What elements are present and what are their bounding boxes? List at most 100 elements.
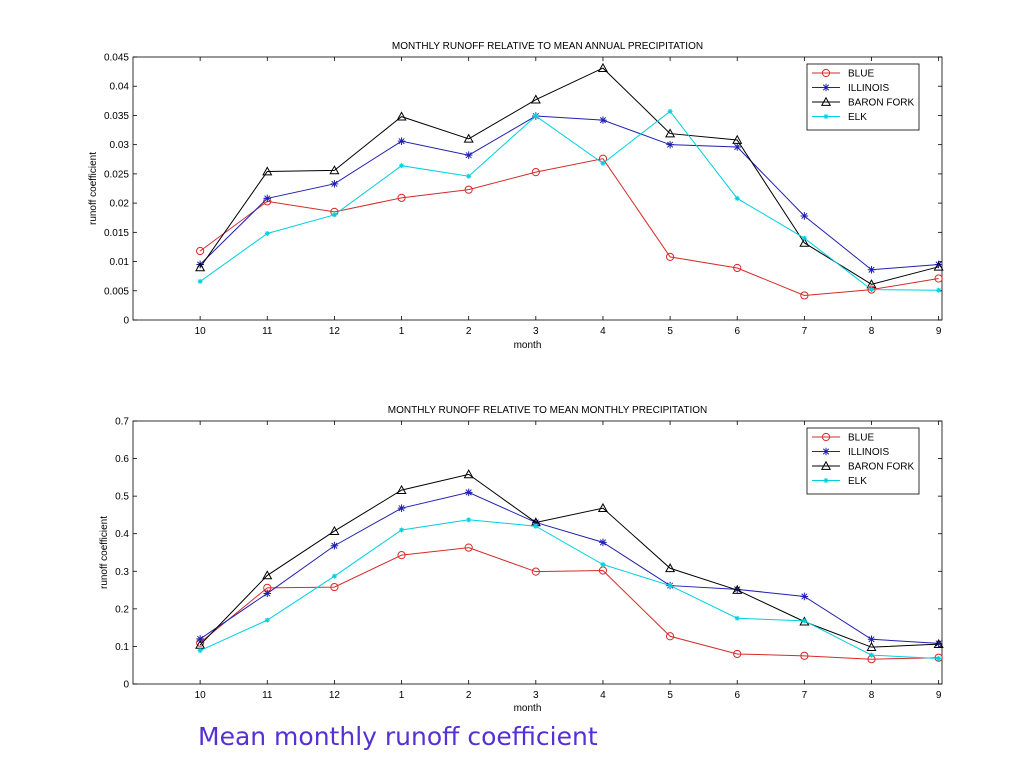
data-point — [397, 504, 406, 512]
data-point — [597, 62, 609, 72]
series-line — [199, 519, 939, 659]
y-tick-label: 0.5 — [115, 492, 129, 503]
legend-label: ELK — [848, 476, 867, 487]
data-point — [599, 116, 607, 124]
series-baron-fork — [195, 469, 944, 652]
legend-label: ILLINOIS — [848, 83, 889, 94]
y-tick-label: 0.015 — [104, 228, 129, 239]
series-line — [199, 110, 939, 291]
data-point — [869, 287, 875, 293]
y-tick-label: 0.1 — [115, 642, 129, 653]
y-tick-label: 0.025 — [104, 169, 129, 180]
data-point — [197, 278, 203, 284]
data-point — [734, 615, 740, 621]
x-tick-label: 6 — [734, 326, 740, 337]
data-point — [263, 194, 272, 203]
x-tick-label: 3 — [533, 690, 539, 701]
data-point — [264, 617, 270, 623]
y-axis-label: runoff coefficient — [88, 152, 99, 225]
x-tick-label: 9 — [936, 326, 942, 337]
data-point — [934, 653, 943, 662]
x-tick-label: 11 — [262, 326, 273, 337]
data-point — [799, 237, 810, 247]
data-point — [933, 638, 944, 649]
y-tick-label: 0.02 — [110, 199, 130, 210]
data-point — [533, 113, 539, 119]
data-point — [733, 649, 742, 659]
data-point — [733, 263, 742, 273]
data-point — [329, 165, 340, 175]
y-tick-label: 0.3 — [115, 567, 129, 578]
legend-marker — [822, 447, 830, 456]
x-tick-label: 1 — [399, 690, 405, 701]
chart-title: MONTHLY RUNOFF RELATIVE TO MEAN ANNUAL P… — [392, 41, 703, 52]
y-tick-label: 0 — [123, 680, 129, 691]
x-tick-label: 7 — [802, 326, 808, 337]
data-point — [397, 193, 406, 202]
y-tick-label: 0.03 — [110, 140, 130, 151]
data-point — [262, 166, 273, 176]
data-point — [530, 94, 541, 104]
legend-label: BLUE — [848, 433, 874, 444]
series-line — [199, 158, 939, 296]
y-tick-label: 0.005 — [104, 286, 129, 297]
data-point — [463, 469, 474, 479]
x-tick-label: 1 — [399, 326, 405, 337]
y-tick-label: 0 — [123, 316, 129, 327]
data-point — [196, 260, 204, 269]
x-tick-label: 12 — [329, 326, 341, 337]
x-tick-label: 5 — [667, 326, 673, 337]
caption: Mean monthly runoff coefficient — [198, 722, 598, 751]
data-point — [667, 108, 673, 114]
data-point — [464, 151, 473, 159]
data-point — [396, 484, 407, 494]
legend-marker — [822, 83, 830, 92]
data-point — [866, 641, 877, 652]
x-tick-label: 8 — [869, 690, 875, 701]
x-tick-label: 2 — [466, 690, 472, 701]
x-tick-label: 4 — [600, 690, 606, 701]
data-point — [667, 583, 673, 589]
data-point — [733, 143, 742, 151]
x-tick-label: 10 — [195, 326, 207, 337]
y-tick-label: 0.6 — [115, 454, 129, 465]
data-point — [263, 589, 272, 598]
data-point — [531, 168, 540, 177]
data-point — [733, 585, 742, 594]
data-point — [665, 252, 675, 261]
data-point — [397, 137, 406, 145]
data-point — [331, 573, 337, 579]
legend-marker — [823, 114, 829, 119]
data-point — [196, 635, 204, 643]
data-point — [397, 551, 406, 560]
legend-label: BARON FORK — [848, 98, 914, 109]
data-point — [466, 517, 472, 523]
data-point — [869, 652, 875, 658]
data-point — [665, 632, 675, 641]
x-tick-label: 8 — [869, 326, 875, 337]
legend-marker — [821, 432, 831, 442]
x-tick-label: 12 — [329, 690, 341, 701]
data-point — [867, 265, 876, 274]
data-point — [600, 160, 606, 166]
data-point — [329, 525, 340, 535]
data-point — [262, 570, 273, 580]
series-line — [199, 547, 939, 660]
data-point — [934, 274, 943, 283]
data-point — [195, 262, 206, 272]
data-point — [936, 287, 942, 293]
legend-marker — [820, 96, 832, 106]
data-point — [734, 195, 740, 201]
chart-1: MONTHLY RUNOFF RELATIVE TO MEAN ANNUAL P… — [88, 41, 944, 351]
data-point — [934, 639, 943, 648]
data-point — [197, 648, 203, 654]
x-tick-label: 2 — [466, 326, 472, 337]
data-point — [464, 488, 473, 497]
y-tick-label: 0.04 — [110, 82, 130, 93]
chart-2: MONTHLY RUNOFF RELATIVE TO MEAN MONTHLY … — [99, 405, 944, 714]
x-tick-label: 11 — [262, 690, 273, 701]
legend: BLUE ILLINOIS BARON FORK ELK — [806, 63, 920, 131]
data-point — [801, 618, 807, 624]
data-point — [801, 235, 807, 241]
